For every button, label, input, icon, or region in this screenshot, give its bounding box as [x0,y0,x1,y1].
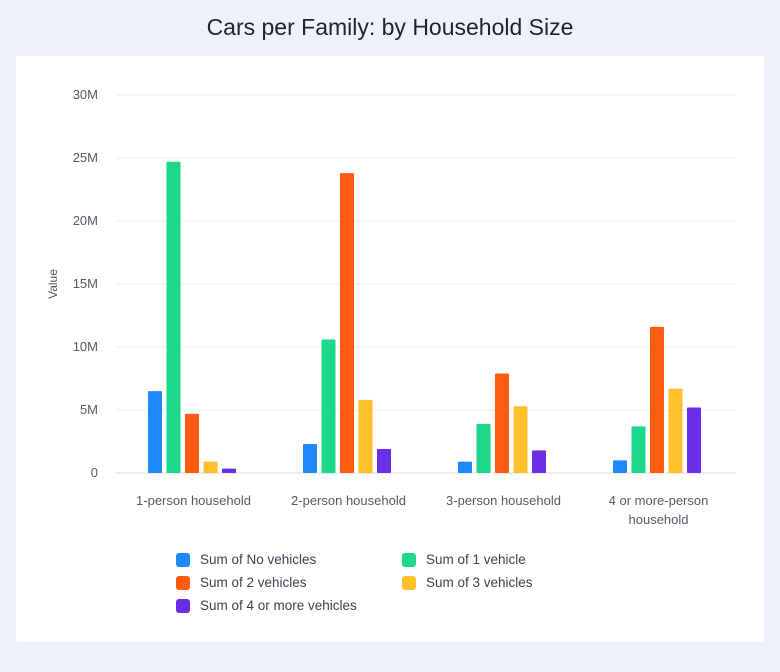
legend-swatch [176,552,190,567]
bar [377,449,391,473]
bar [222,468,236,473]
bar [687,407,701,473]
x-tick-label: 4 or more-person [609,493,709,508]
y-tick-label: 30M [73,87,98,102]
x-tick-label: household [629,512,689,527]
y-tick-label: 20M [73,213,98,228]
bar [458,461,472,473]
bar [166,161,181,473]
y-tick-label: 25M [73,150,98,165]
bar [668,388,683,473]
chart-card: 0 5M 10M 15M 20M 25M 30M Value 1-person househol… [16,56,764,642]
bar [650,326,664,473]
legend-item[interactable]: Sum of 3 vehicles [402,575,533,590]
legend-swatch [176,598,190,613]
y-tick-label: 15M [73,276,98,291]
legend-label: Sum of 2 vehicles [200,575,307,590]
y-tick-label: 10M [73,339,98,354]
legend-label: Sum of 1 vehicle [426,552,526,567]
bar [358,399,373,473]
y-axis-label: Value [46,269,60,299]
legend-item[interactable]: Sum of 4 or more vehicles [176,598,357,613]
bar [185,413,199,473]
legend-swatch [402,552,416,567]
bar [631,426,646,473]
bar [203,461,218,473]
bar [340,173,354,473]
x-tick-label: 1-person household [136,493,251,508]
bar [532,450,546,473]
legend-label: Sum of No vehicles [200,552,317,567]
bar [321,339,336,473]
bar [495,373,509,473]
y-tick-label: 0 [91,465,98,480]
x-tick-label: 3-person household [446,493,561,508]
bar [613,460,627,473]
legend-item[interactable]: Sum of No vehicles [176,552,316,567]
bar [476,423,491,473]
legend-item[interactable]: Sum of 1 vehicle [402,552,526,567]
legend-swatch [176,575,190,590]
bar [513,406,528,473]
x-tick-label: 2-person household [291,493,406,508]
legend-label: Sum of 3 vehicles [426,575,533,590]
legend-label: Sum of 4 or more vehicles [200,598,357,613]
chart-title: Cars per Family: by Household Size [206,14,574,40]
bar [148,391,162,473]
legend-swatch [402,575,416,590]
bar-chart: 0 5M 10M 15M 20M 25M 30M Value 1-person househol… [46,87,736,527]
bar [303,444,317,473]
y-tick-label: 5M [80,402,98,417]
legend-item[interactable]: Sum of 2 vehicles [176,575,307,590]
